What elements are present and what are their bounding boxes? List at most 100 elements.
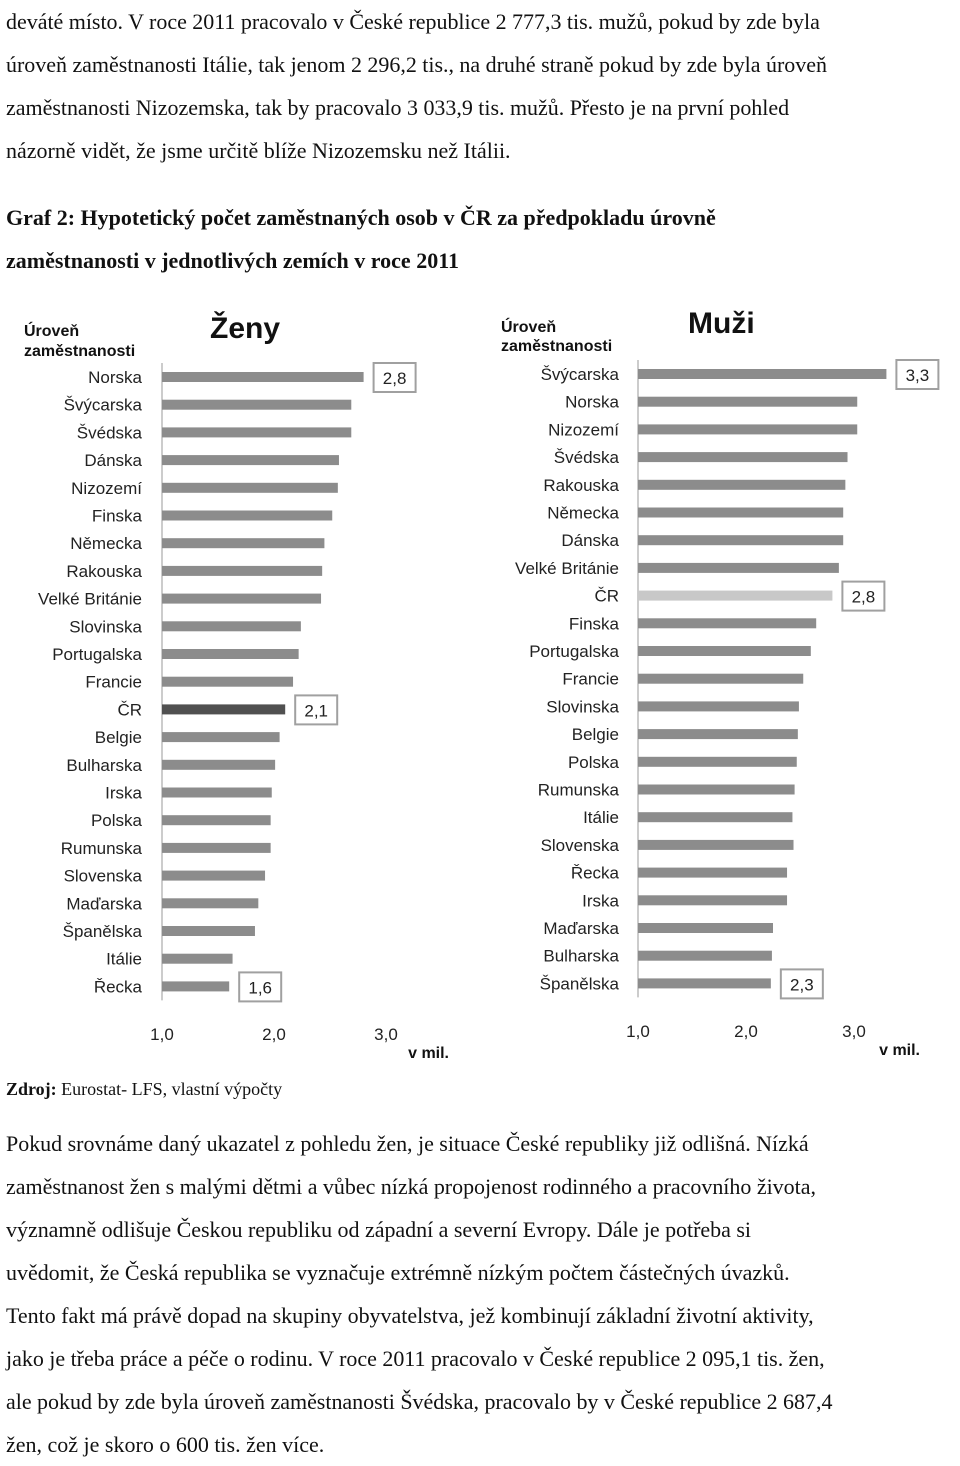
men-bar-country — [638, 535, 844, 546]
women-data-label-box — [372, 362, 417, 393]
men-category-label: Švédska — [554, 448, 620, 467]
women-category-header: zaměstnanosti — [24, 343, 135, 360]
men-category-label: Portugalska — [529, 642, 619, 661]
men-category-label: Velké Británie — [515, 559, 619, 578]
women-bar-country — [162, 593, 322, 604]
men-category-header: Úroveň — [501, 317, 556, 336]
men-bar-country — [638, 646, 811, 656]
men-bar-country — [638, 396, 858, 407]
men-category-label: Finska — [569, 614, 620, 633]
men-bar-country — [638, 729, 798, 740]
women-x-tick-label: 1,0 — [150, 1025, 174, 1044]
women-bar-country — [162, 898, 259, 909]
women-category-label: Rakouska — [66, 562, 142, 581]
women-category-label: Norska — [88, 368, 142, 387]
men-bar-country — [638, 756, 797, 767]
men-data-label: 2,8 — [852, 588, 876, 607]
bottom-paragraph: Pokud srovnáme daný ukazatel z pohledu ž… — [6, 1122, 956, 1466]
women-data-label: 1,6 — [248, 978, 272, 997]
men-data-label: 2,3 — [790, 975, 814, 994]
men-x-tick-label: 2,0 — [734, 1022, 758, 1041]
men-bar-country — [638, 895, 788, 906]
women-x-tick-label: 2,0 — [262, 1025, 286, 1044]
women-bar-country — [162, 510, 333, 521]
women-unit-label: v mil. — [408, 1045, 449, 1062]
caption-line-2: zaměstnanosti v jednotlivých zemích v ro… — [6, 248, 459, 273]
women-x-tick-label: 3,0 — [374, 1025, 398, 1044]
men-x-tick-label: 3,0 — [842, 1022, 866, 1041]
women-data-label-box — [294, 694, 339, 726]
men-category-label: Belgie — [572, 725, 619, 744]
women-category-label: Slovenska — [64, 867, 143, 886]
women-category-label: Finska — [92, 507, 143, 526]
men-chart-title: Muži — [688, 307, 755, 340]
paragraph-line: ale pokud by zde byla úroveň zaměstnanos… — [6, 1389, 833, 1414]
women-bar-country — [162, 621, 301, 632]
men-x-tick-label: 1,0 — [626, 1022, 650, 1041]
men-bar-country — [638, 784, 795, 795]
women-bar-country — [162, 759, 276, 770]
women-data-label: 2,1 — [304, 701, 328, 720]
women-bar-country — [162, 981, 230, 992]
paragraph-line: uvědomit, že Česká republika se vyznačuj… — [6, 1260, 790, 1285]
men-bar-country — [638, 867, 788, 878]
paragraph-line: deváté místo. V roce 2011 pracovalo v Če… — [6, 9, 820, 34]
men-data-label-box — [895, 359, 940, 390]
women-category-label: Itálie — [106, 950, 142, 969]
women-bar-cr-highlight — [162, 704, 286, 715]
men-category-label: Řecka — [571, 864, 620, 883]
source-note: Zdroj: Eurostat- LFS, vlastní výpočty — [6, 1079, 282, 1100]
women-category-label: Německa — [70, 534, 142, 553]
women-category-header: Úroveň — [24, 321, 79, 340]
women-category-label: Slovinska — [69, 617, 142, 636]
men-category-label: Itálie — [583, 808, 619, 827]
women-bar-country — [162, 372, 364, 382]
women-category-label: Nizozemí — [71, 479, 142, 498]
women-category-label: Španělska — [63, 922, 143, 941]
women-bar-country — [162, 732, 280, 743]
men-category-label: Maďarska — [543, 919, 619, 938]
men-category-label: Slovenska — [541, 836, 620, 855]
paragraph-line: významně odlišuje Českou republiku od zá… — [6, 1217, 751, 1242]
men-bar-country — [638, 673, 804, 684]
men-unit-label: v mil. — [879, 1042, 920, 1059]
figure-caption: Graf 2: Hypotetický počet zaměstnaných o… — [6, 196, 956, 282]
women-category-label: Velké Británie — [38, 590, 142, 609]
men-category-label: Polska — [568, 753, 620, 772]
men-category-label: Francie — [562, 670, 619, 689]
men-category-label: Rakouska — [543, 476, 619, 495]
women-category-label: Portugalska — [52, 645, 142, 664]
women-bar-country — [162, 455, 339, 466]
women-bar-country — [162, 538, 325, 549]
women-bar-country — [162, 787, 272, 798]
top-paragraph: deváté místo. V roce 2011 pracovalo v Če… — [6, 0, 956, 172]
women-category-label: Bulharska — [66, 756, 142, 775]
women-bar-country — [162, 482, 338, 493]
women-category-label: Dánska — [84, 451, 142, 470]
men-category-label: Švýcarska — [541, 365, 620, 384]
men-bar-country — [638, 369, 887, 379]
men-bar-cr-highlight — [638, 590, 833, 601]
men-bar-country — [638, 950, 772, 961]
men-category-label: Bulharska — [543, 947, 619, 966]
source-text: Eurostat- LFS, vlastní výpočty — [56, 1079, 283, 1099]
women-category-label: Švýcarska — [64, 396, 143, 415]
men-bar-country — [638, 562, 839, 573]
men-category-label: ČR — [594, 587, 619, 606]
women-bar-country — [162, 842, 271, 853]
employment-charts: Ženy Úroveň zaměstnanosti Norska Švýcarska Šv… — [24, 307, 940, 1062]
women-category-label: Maďarska — [66, 894, 142, 913]
women-data-label: 2,8 — [383, 369, 407, 388]
men-category-label: Německa — [547, 504, 619, 523]
women-bar-country — [162, 815, 271, 826]
men-category-label: Dánska — [561, 531, 619, 550]
women-bar-country — [162, 926, 255, 936]
paragraph-line: úroveň zaměstnanosti Itálie, tak jenom 2… — [6, 52, 827, 77]
men-category-label: Slovinska — [546, 697, 619, 716]
women-bar-country — [162, 427, 352, 438]
men-category-label: Norska — [565, 393, 619, 412]
men-bar-country — [638, 701, 799, 712]
women-bar-country — [162, 953, 233, 964]
men-bar-country — [638, 923, 773, 933]
women-chart-title: Ženy — [210, 311, 280, 345]
